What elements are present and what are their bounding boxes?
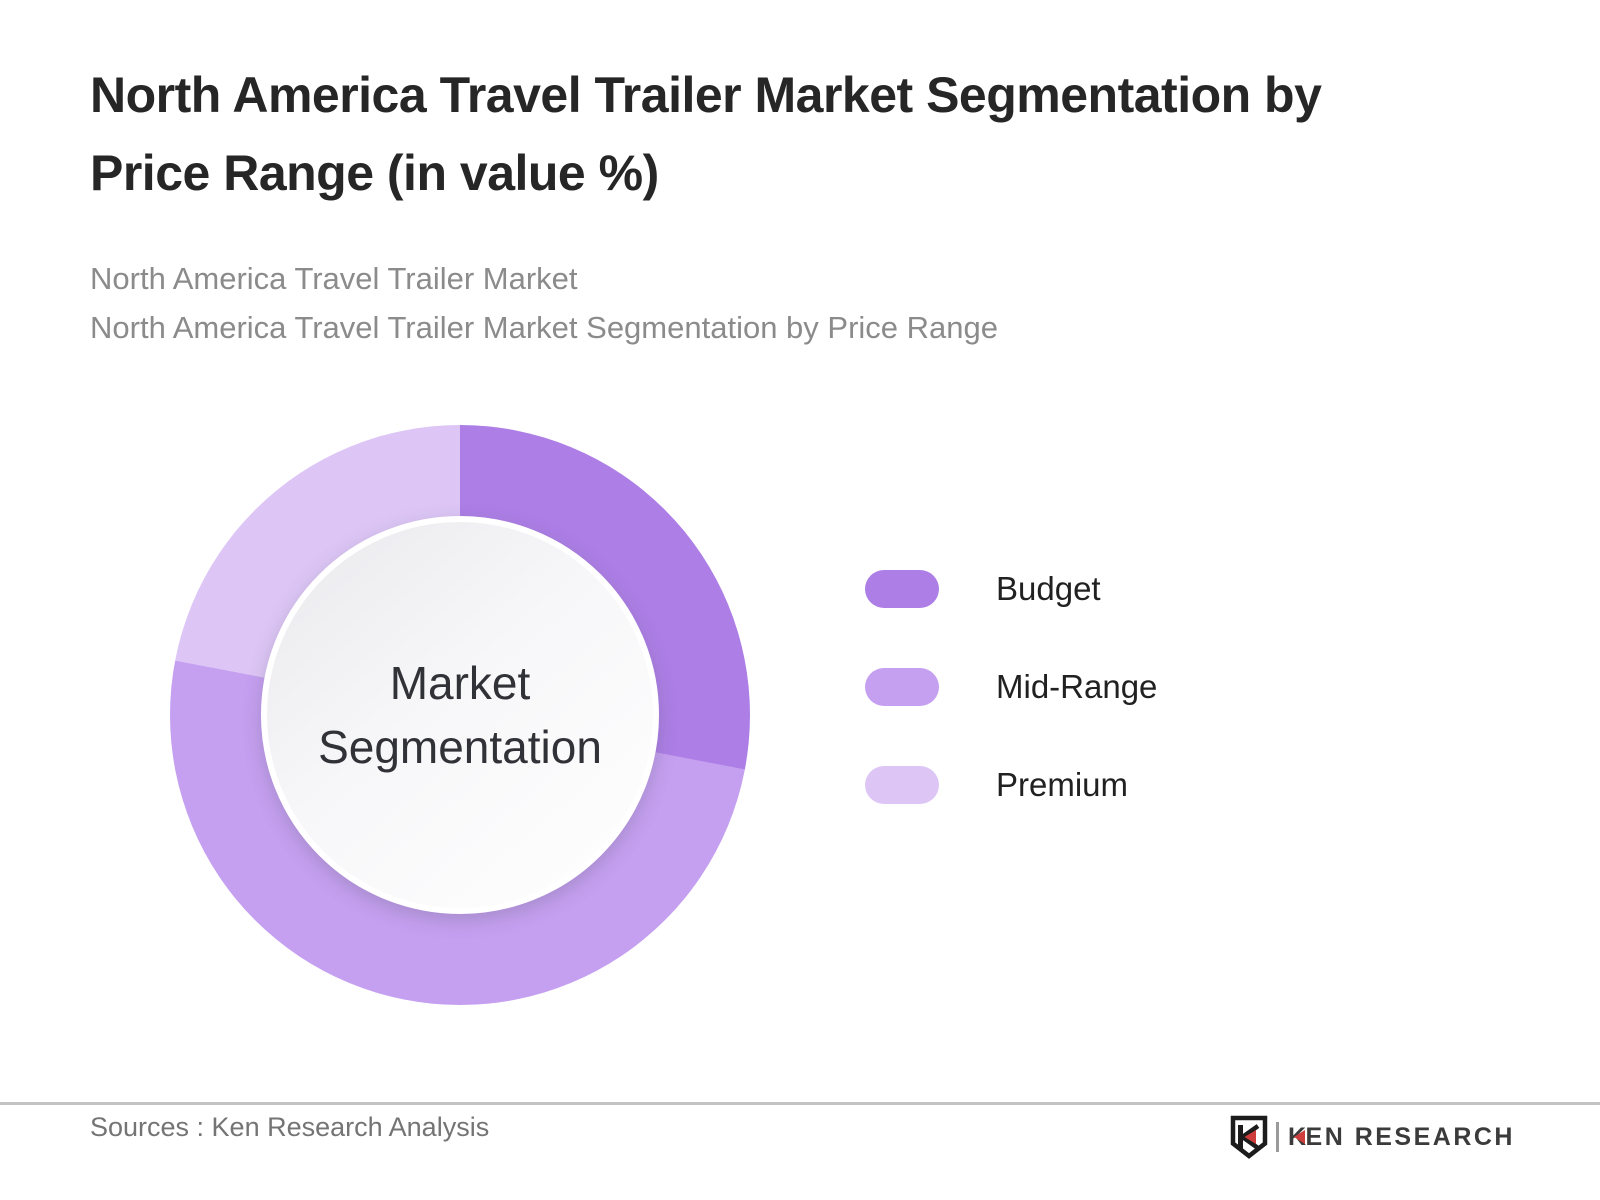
legend-label-mid-range: Mid-Range [996,668,1158,705]
legend-swatch-mid-range [865,668,939,706]
ken-research-shield-icon [1230,1115,1268,1159]
subtitle-line1: North America Travel Trailer Market [90,261,578,296]
legend-label-premium: Premium [996,766,1129,803]
page-subtitle: North America Travel Trailer Market Nort… [90,254,998,352]
footer-divider [0,1102,1600,1105]
legend-label-budget: Budget [996,570,1101,607]
donut-center-circle: Market Segmentation [261,516,659,914]
logo-wordmark: K EN RESEARCH [1288,1123,1515,1152]
logo-separator [1275,1122,1279,1152]
legend-item-premium: Premium [865,766,1157,804]
legend-swatch-premium [865,766,939,804]
subtitle-line2: North America Travel Trailer Market Segm… [90,310,998,345]
page-title: North America Travel Trailer Market Segm… [90,56,1322,212]
page-title-line2: Price Range (in value %) [90,145,659,201]
logo-text-rest: EN RESEARCH [1305,1122,1515,1151]
sources-note: Sources : Ken Research Analysis [90,1112,490,1142]
legend-item-mid-range: Mid-Range [865,668,1157,706]
ken-research-logo: K EN RESEARCH [1229,1114,1515,1160]
chart-legend: Budget Mid-Range Premium [865,570,1157,864]
legend-item-budget: Budget [865,570,1157,608]
legend-swatch-budget [865,570,939,608]
donut-center-label: Market Segmentation [318,657,602,773]
page-title-line1: North America Travel Trailer Market Segm… [90,67,1322,123]
donut-chart: Market Segmentation [170,425,750,1005]
red-triangle-icon [1293,1130,1305,1144]
